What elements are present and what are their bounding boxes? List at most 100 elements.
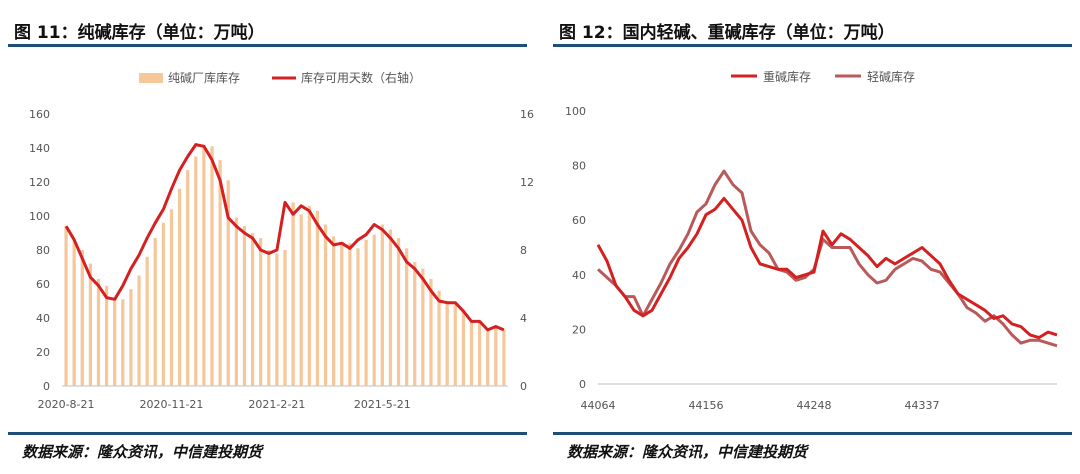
light-heavy-inventory-panel: 图 12：国内轻碱、重碱库存（单位：万吨） 0 20 40 60 80 100 44064 4… bbox=[545, 0, 1080, 474]
bar bbox=[323, 224, 328, 386]
bar bbox=[364, 239, 368, 386]
data-source: 数据来源：隆众资讯，中信建投期货 bbox=[22, 443, 263, 461]
soda-ash-inventory-chart: 0 20 40 60 80 100 120 140 160 0 4 8 12 16 2020-8-21 202… bbox=[29, 70, 534, 411]
bar bbox=[291, 202, 295, 386]
bar bbox=[372, 234, 376, 386]
y-tick-label: 0 bbox=[43, 380, 50, 393]
x-tick-label: 44156 bbox=[689, 399, 724, 412]
y-tick-label: 80 bbox=[572, 160, 586, 173]
bar bbox=[169, 209, 174, 386]
bar bbox=[121, 299, 125, 386]
bar bbox=[469, 321, 474, 386]
bar bbox=[315, 210, 320, 386]
bar bbox=[186, 170, 190, 386]
bar bbox=[477, 321, 482, 386]
chart-title: 图 11：纯碱库存（单位：万吨） bbox=[14, 23, 265, 43]
bar bbox=[104, 285, 109, 386]
bar bbox=[242, 226, 247, 386]
bar bbox=[275, 253, 279, 386]
bar bbox=[202, 144, 206, 386]
y-tick-label: 100 bbox=[29, 210, 50, 223]
bar bbox=[210, 146, 214, 386]
y-tick-label: 160 bbox=[29, 108, 50, 121]
bar bbox=[421, 268, 425, 386]
bar bbox=[445, 301, 449, 386]
y2-tick-label: 0 bbox=[520, 380, 527, 393]
bar bbox=[502, 329, 506, 386]
bar bbox=[194, 156, 198, 386]
bar bbox=[356, 248, 360, 386]
x-tick-label: 2021-5-21 bbox=[354, 398, 411, 411]
bar bbox=[413, 261, 417, 386]
y2-tick-label: 4 bbox=[520, 312, 527, 325]
bar bbox=[64, 226, 68, 386]
y-tick-label: 140 bbox=[29, 142, 50, 155]
bar bbox=[153, 238, 157, 386]
legend-label: 库存可用天数（右轴） bbox=[301, 70, 421, 85]
bar bbox=[137, 275, 141, 386]
y-tick-label: 60 bbox=[36, 278, 50, 291]
bar bbox=[283, 250, 287, 386]
bar bbox=[405, 248, 409, 386]
bar bbox=[88, 263, 93, 386]
light-heavy-inventory-chart: 0 20 40 60 80 100 44064 44156 44248 44337 重碱库存 轻碱库存 bbox=[565, 69, 1058, 412]
bar bbox=[80, 250, 84, 386]
bar bbox=[177, 188, 182, 386]
chart-title: 图 12：国内轻碱、重碱库存（单位：万吨） bbox=[559, 23, 895, 43]
bar bbox=[226, 180, 230, 386]
y-tick-label: 40 bbox=[36, 312, 50, 325]
series-line bbox=[64, 143, 505, 332]
y-tick-label: 100 bbox=[565, 105, 586, 118]
bar bbox=[486, 329, 490, 386]
bar bbox=[259, 238, 263, 386]
legend-label: 重碱库存 bbox=[763, 69, 811, 84]
heavy-soda-line bbox=[596, 196, 1058, 340]
bar bbox=[380, 224, 384, 386]
title-rule bbox=[8, 44, 527, 47]
bar bbox=[307, 205, 311, 386]
bar bbox=[218, 159, 222, 386]
x-tick-label: 44337 bbox=[905, 399, 940, 412]
source-rule bbox=[8, 432, 527, 435]
y2-tick-label: 12 bbox=[520, 176, 534, 189]
bar bbox=[332, 236, 336, 386]
bar bbox=[96, 278, 101, 386]
bar bbox=[267, 250, 271, 386]
y-tick-label: 40 bbox=[572, 269, 586, 282]
bar bbox=[388, 229, 393, 386]
x-tick-label: 44064 bbox=[581, 399, 616, 412]
x-tick-label: 44248 bbox=[797, 399, 832, 412]
x-tick-label: 2021-2-21 bbox=[248, 398, 305, 411]
inventory-chart-panel: 图 11：纯碱库存（单位：万吨） 0 20 40 60 80 100 120 140 160 0 4… bbox=[0, 0, 535, 474]
y-tick-label: 120 bbox=[29, 176, 50, 189]
bar bbox=[113, 297, 117, 386]
legend-label: 纯碱厂库库存 bbox=[168, 70, 240, 85]
data-source: 数据来源：隆众资讯，中信建投期货 bbox=[567, 443, 808, 461]
bar bbox=[437, 290, 441, 386]
bar bbox=[340, 244, 344, 386]
light-soda-line bbox=[596, 169, 1058, 348]
bar bbox=[129, 289, 133, 386]
x-tick-label: 2020-8-21 bbox=[38, 398, 95, 411]
bar bbox=[453, 304, 457, 386]
y-tick-label: 0 bbox=[579, 378, 586, 391]
bar bbox=[494, 326, 498, 386]
bar bbox=[396, 238, 401, 386]
legend-swatch-bar bbox=[139, 73, 163, 83]
y-tick-label: 60 bbox=[572, 214, 586, 227]
bar bbox=[72, 239, 76, 386]
y2-tick-label: 16 bbox=[520, 108, 534, 121]
bar bbox=[429, 278, 433, 386]
bar bbox=[461, 311, 466, 386]
bar bbox=[234, 217, 238, 386]
bar bbox=[161, 222, 165, 386]
bar bbox=[299, 214, 303, 386]
bar bbox=[348, 243, 352, 386]
y-tick-label: 80 bbox=[36, 244, 50, 257]
title-rule bbox=[553, 44, 1072, 47]
bar bbox=[145, 256, 149, 386]
bar bbox=[250, 233, 255, 386]
legend-label: 轻碱库存 bbox=[867, 69, 915, 84]
x-tick-label: 2020-11-21 bbox=[140, 398, 204, 411]
y2-tick-label: 8 bbox=[520, 244, 527, 257]
